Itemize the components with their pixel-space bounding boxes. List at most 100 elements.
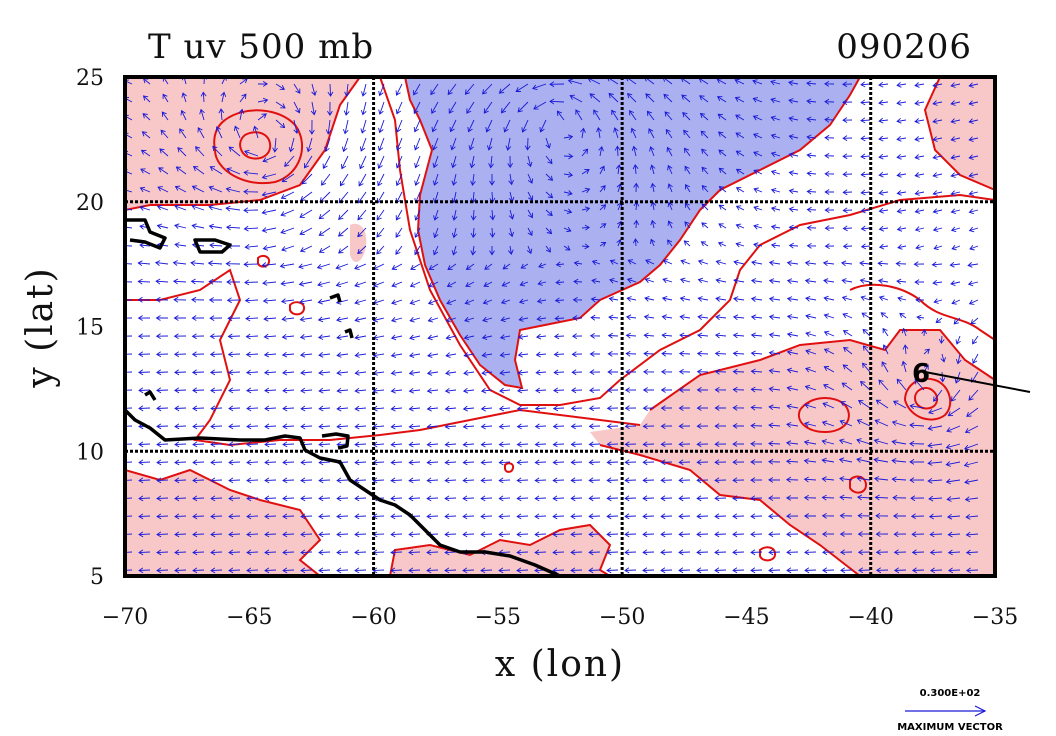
wind-vector <box>137 278 151 285</box>
wind-vector <box>209 315 223 321</box>
wind-vector <box>928 407 943 415</box>
wind-vector <box>714 350 727 357</box>
wind-vector <box>968 226 979 233</box>
warm-region-sw <box>125 470 320 576</box>
wind-vector <box>633 219 640 229</box>
wind-vector <box>896 172 907 178</box>
wind-vector <box>408 370 421 376</box>
wind-vector <box>821 494 835 501</box>
wind-vector <box>354 299 367 305</box>
wind-vector <box>786 549 799 556</box>
wind-vector <box>606 459 619 466</box>
wind-vector <box>715 259 727 266</box>
wind-vector <box>244 149 259 157</box>
wind-vector <box>139 186 151 193</box>
wind-vector <box>174 567 187 574</box>
contour-warm-nw-core <box>239 131 272 160</box>
wind-vector <box>210 531 223 538</box>
wind-vector <box>192 166 205 175</box>
wind-vector <box>450 137 457 151</box>
wind-vector <box>947 567 961 574</box>
wind-vector <box>338 209 349 221</box>
wind-vector <box>450 155 457 169</box>
wind-vector <box>631 145 638 157</box>
wind-vector <box>838 457 853 464</box>
wind-vector <box>606 405 619 412</box>
wind-vector <box>549 81 565 88</box>
wind-vector <box>678 350 691 357</box>
wind-vector <box>480 459 493 466</box>
wind-vector <box>517 369 529 376</box>
wind-vector <box>878 295 889 301</box>
wind-vector <box>155 278 169 285</box>
wind-vector <box>873 476 889 482</box>
wind-vector <box>520 263 529 269</box>
coastline-south-america <box>125 408 561 576</box>
wind-vector <box>733 259 745 266</box>
wind-vector <box>842 207 853 214</box>
wind-vector <box>426 567 439 574</box>
wind-vector <box>968 82 979 89</box>
wind-vector <box>714 549 727 556</box>
wind-vector <box>408 387 421 394</box>
wind-vector <box>701 203 709 211</box>
storm-marker: 6 <box>912 359 1031 393</box>
wind-vector <box>535 387 547 394</box>
wind-vector <box>624 423 637 430</box>
wind-vector <box>526 155 533 168</box>
wind-vector <box>480 405 493 412</box>
wind-vector <box>963 461 979 468</box>
date-label: 090206 <box>836 27 972 67</box>
wind-vector <box>138 513 151 520</box>
storm-track-line <box>924 371 1031 393</box>
wind-vector <box>803 458 817 464</box>
wind-vector <box>824 98 835 105</box>
wind-vector <box>535 369 547 376</box>
wind-vector <box>822 549 835 556</box>
wind-vector <box>928 495 943 502</box>
wind-vector <box>360 101 367 116</box>
wind-vector <box>318 209 331 220</box>
wind-vector <box>339 173 349 187</box>
wind-vector <box>650 182 656 193</box>
plot-area <box>125 77 995 576</box>
wind-vector <box>174 549 187 556</box>
x-tick-label: −40 <box>847 605 893 630</box>
wind-vector <box>893 531 907 538</box>
wind-vector <box>299 334 313 340</box>
wind-vector <box>914 208 925 214</box>
wind-vector <box>500 101 511 114</box>
y-axis-label: y (lat) <box>20 266 61 388</box>
wind-vector <box>172 260 187 266</box>
wind-vector <box>516 477 529 484</box>
wind-vector <box>718 204 727 211</box>
wind-vector <box>155 315 168 321</box>
wind-vector <box>517 387 529 394</box>
wind-vector <box>552 441 565 448</box>
wind-vector <box>354 316 367 323</box>
wind-vector <box>895 260 907 267</box>
wind-vector <box>732 441 745 447</box>
wind-vector <box>914 118 925 124</box>
wind-vector <box>243 188 259 195</box>
wind-vector <box>915 297 925 303</box>
wind-vector <box>678 368 691 375</box>
wind-vector <box>301 173 313 185</box>
wind-vector <box>300 459 313 466</box>
wind-vector <box>877 278 889 284</box>
wind-vector <box>732 477 745 484</box>
wind-vector <box>300 513 313 520</box>
wind-vector <box>768 278 781 284</box>
wind-vector <box>570 531 583 538</box>
wind-vector <box>210 549 223 556</box>
wind-vector <box>806 170 817 177</box>
wind-vector <box>470 191 477 204</box>
wind-vector <box>156 405 169 412</box>
wind-vector <box>462 513 475 520</box>
wind-vector <box>426 370 439 376</box>
wind-vector <box>678 423 691 429</box>
wind-vector <box>732 531 745 538</box>
wind-vector <box>246 567 259 574</box>
wind-vector <box>498 495 511 502</box>
wind-vector <box>909 422 925 429</box>
